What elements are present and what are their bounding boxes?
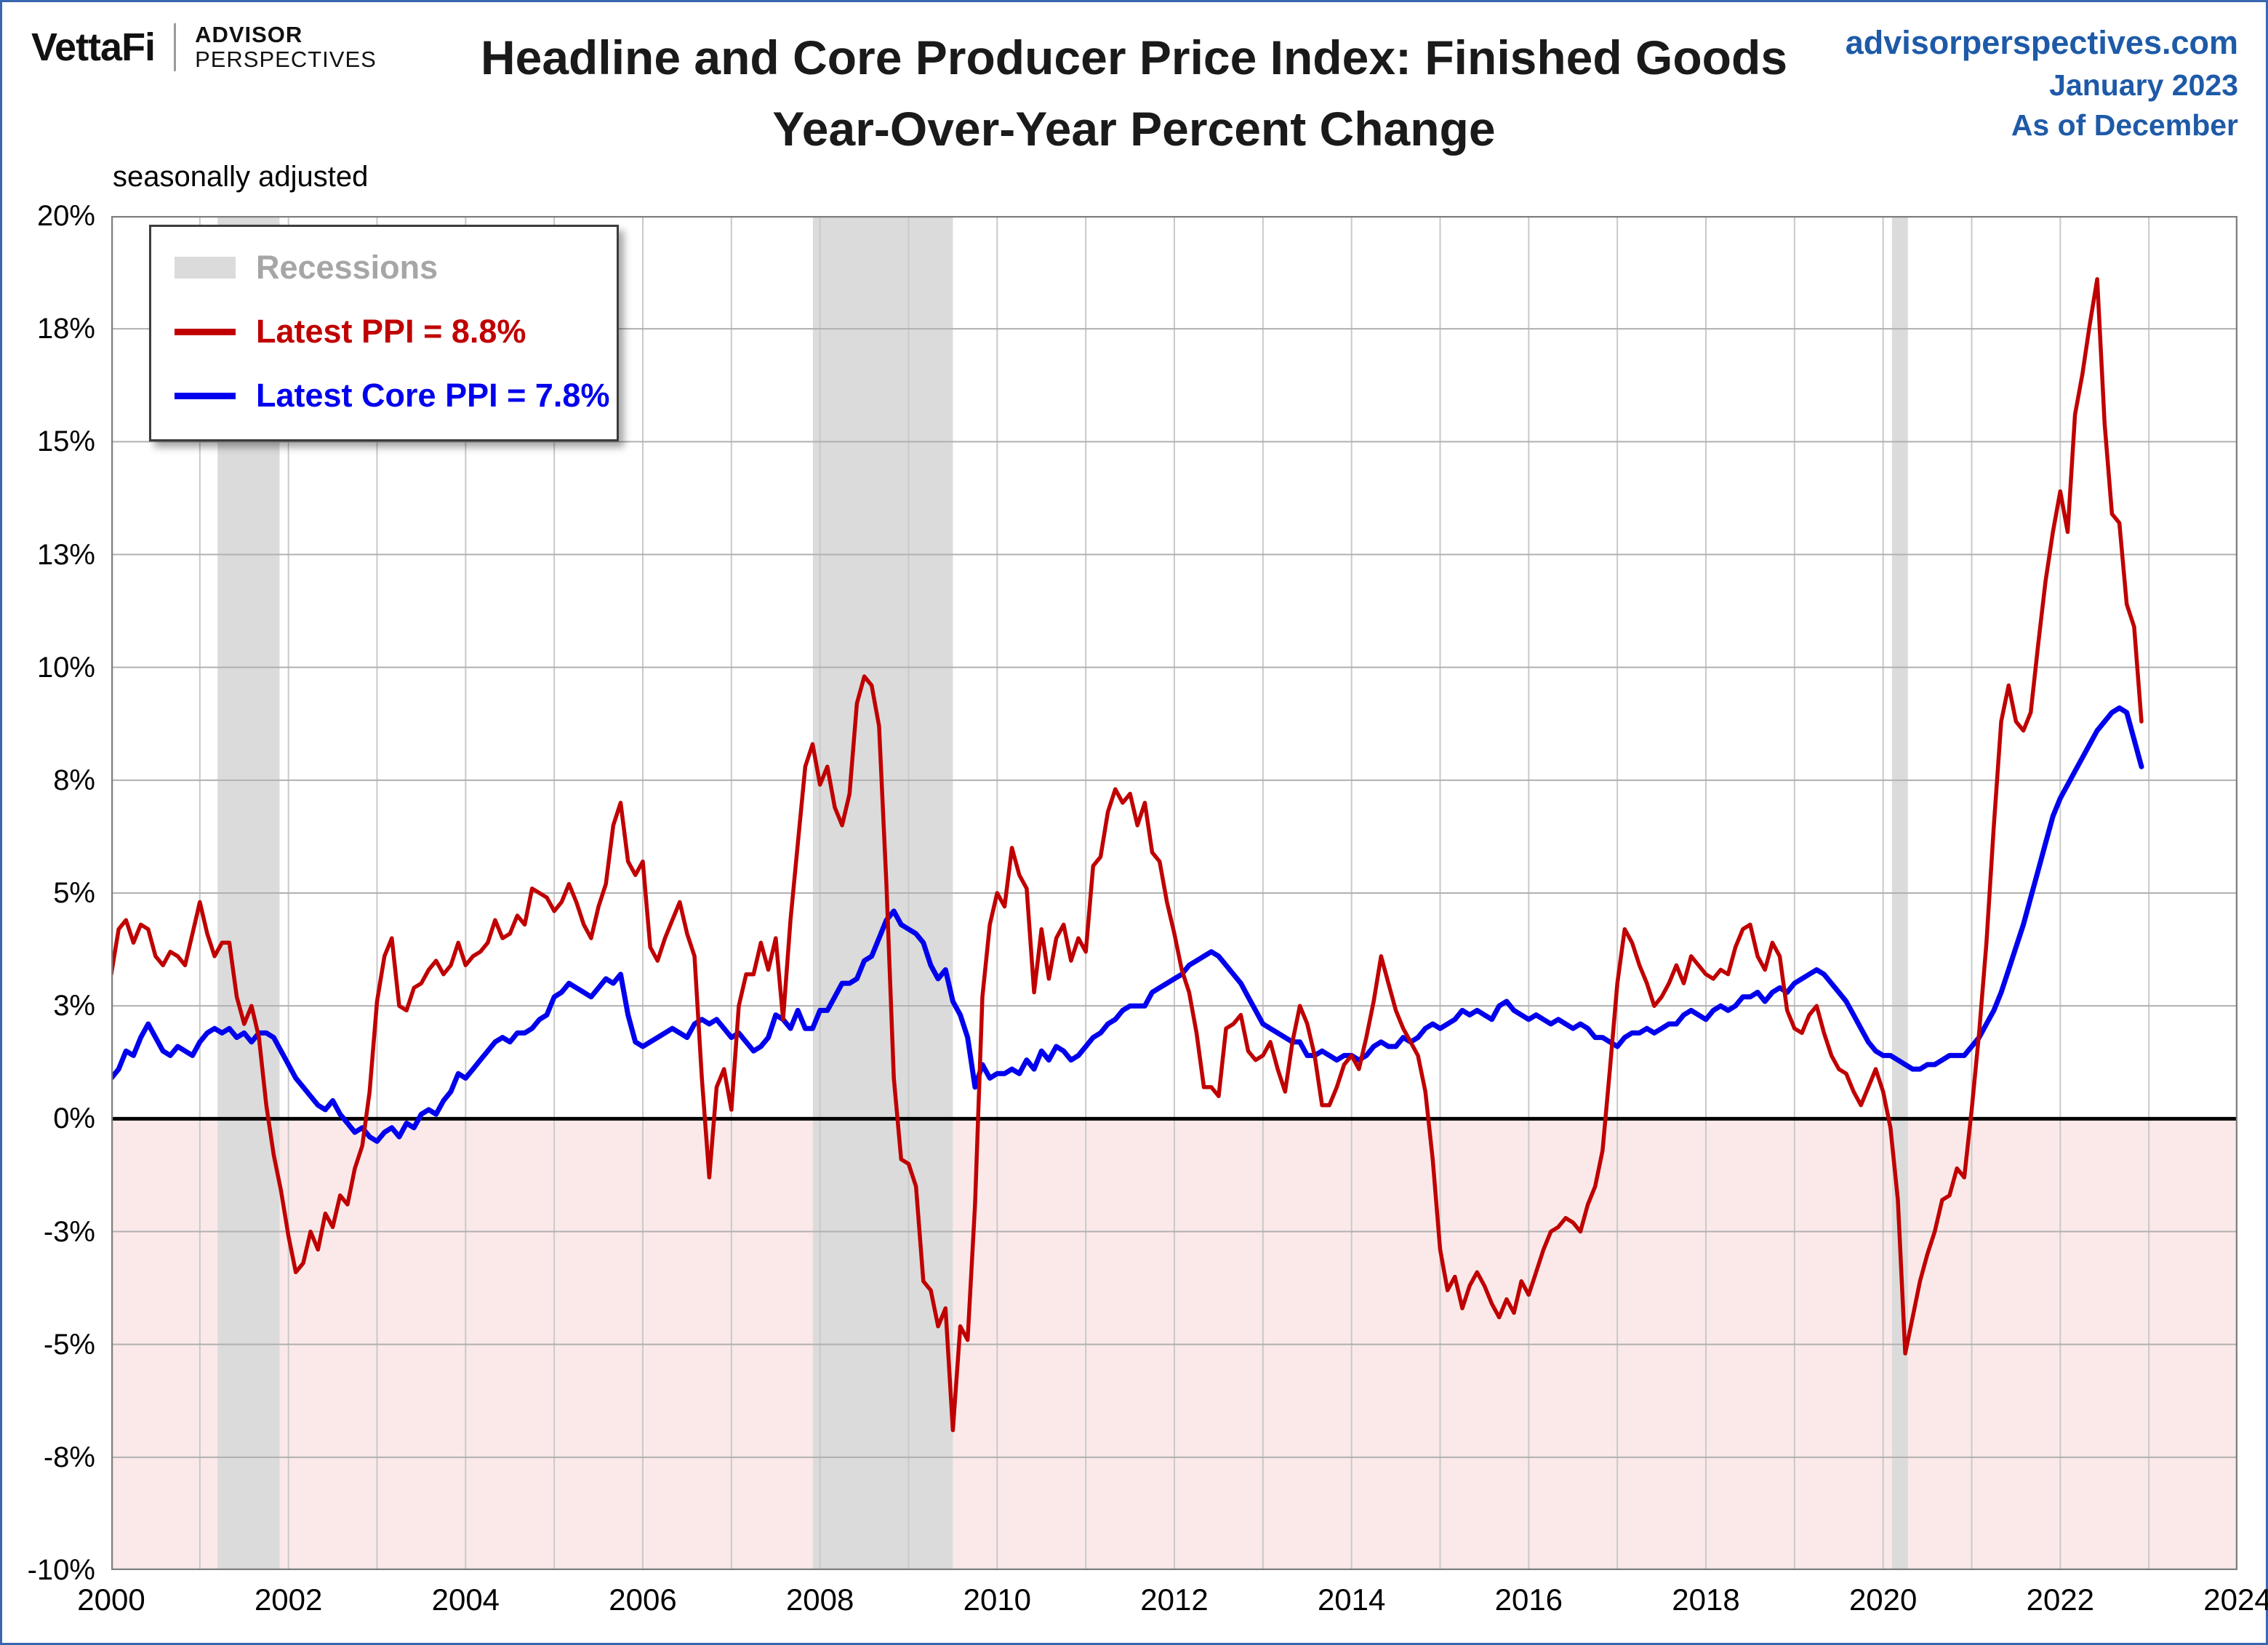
ppi-chart xyxy=(111,216,2237,1570)
source-website: advisorperspectives.com xyxy=(1845,24,2238,61)
x-tick-label: 2004 xyxy=(431,1582,500,1617)
core-ppi-line-swatch xyxy=(175,392,236,399)
y-tick-label: 15% xyxy=(36,425,95,458)
y-tick-label: 13% xyxy=(36,538,95,571)
brand-divider xyxy=(174,23,177,71)
y-tick-label: 8% xyxy=(53,764,95,796)
legend: Recessions Latest PPI = 8.8% Latest Core… xyxy=(149,225,619,441)
as-of-date: As of December xyxy=(2011,108,2238,143)
y-tick-label: 20% xyxy=(36,200,95,232)
latest-ppi-label: Latest PPI = 8.8% xyxy=(256,313,526,350)
y-tick-label: -3% xyxy=(43,1215,95,1248)
perspectives-text: PERSPECTIVES xyxy=(195,47,377,72)
chart-area xyxy=(111,216,2237,1570)
y-tick-label: -5% xyxy=(43,1328,95,1361)
x-tick-label: 2024 xyxy=(2203,1582,2268,1617)
y-tick-label: 18% xyxy=(36,313,95,345)
y-tick-label: 0% xyxy=(53,1102,95,1135)
recession-swatch xyxy=(175,257,236,279)
x-tick-label: 2020 xyxy=(1848,1582,1918,1617)
advisor-text: ADVISOR xyxy=(195,22,303,47)
x-tick-label: 2008 xyxy=(785,1582,854,1617)
y-tick-label: 10% xyxy=(36,651,95,684)
ppi-line xyxy=(111,277,2144,1433)
legend-item-ppi: Latest PPI = 8.8% xyxy=(175,313,593,351)
latest-core-ppi-label: Latest Core PPI = 7.8% xyxy=(256,377,610,414)
x-tick-label: 2022 xyxy=(2026,1582,2095,1617)
brand-logo: VettaFi ADVISOR PERSPECTIVES xyxy=(31,23,377,72)
y-tick-label: -10% xyxy=(27,1554,95,1586)
legend-item-core-ppi: Latest Core PPI = 7.8% xyxy=(175,377,609,415)
core-ppi-line xyxy=(111,705,2144,1144)
recessions-label: Recessions xyxy=(256,249,438,286)
legend-item-recessions: Recessions xyxy=(175,249,593,287)
x-tick-label: 2006 xyxy=(609,1582,677,1617)
x-tick-label: 2002 xyxy=(254,1582,323,1617)
x-tick-label: 2000 xyxy=(77,1582,145,1617)
advisor-perspectives-wordmark: ADVISOR PERSPECTIVES xyxy=(195,23,377,72)
x-tick-label: 2010 xyxy=(963,1582,1032,1617)
seasonally-adjusted-note: seasonally adjusted xyxy=(113,161,369,193)
y-tick-label: 3% xyxy=(53,990,95,1022)
vettafi-wordmark: VettaFi xyxy=(31,25,156,69)
ppi-line-swatch xyxy=(175,328,236,335)
x-tick-label: 2018 xyxy=(1672,1582,1740,1617)
y-tick-label: -8% xyxy=(43,1441,95,1473)
y-tick-label: 5% xyxy=(53,877,95,909)
publication-date: January 2023 xyxy=(2049,68,2238,102)
x-tick-label: 2016 xyxy=(1494,1582,1563,1617)
plot-border xyxy=(111,216,2237,1570)
source-block: advisorperspectives.com January 2023 As … xyxy=(1846,21,2238,145)
x-tick-label: 2014 xyxy=(1317,1582,1386,1617)
x-tick-label: 2012 xyxy=(1140,1582,1209,1617)
